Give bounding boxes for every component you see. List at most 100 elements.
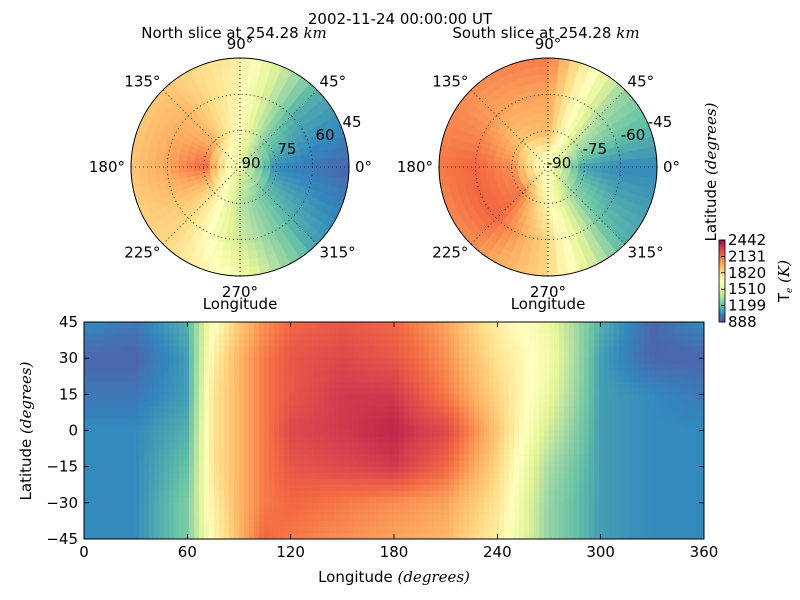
heatmap-cell: [309, 370, 315, 377]
heatmap-cell: [374, 514, 380, 522]
heatmap-cell: [194, 472, 200, 480]
heatmap-cell: [119, 526, 125, 534]
heatmap-cell: [434, 430, 440, 438]
heatmap-cell: [289, 406, 295, 414]
polar-cell: [228, 267, 241, 276]
polar-cell: [508, 162, 518, 168]
heatmap-cell: [329, 436, 335, 444]
heatmap-cell: [394, 514, 400, 522]
heatmap-cell: [359, 502, 365, 510]
heatmap-cell: [289, 514, 295, 522]
heatmap-cell: [324, 340, 330, 347]
polar-cell: [230, 72, 241, 83]
heatmap-cell: [424, 466, 430, 474]
heatmap-cell: [159, 520, 165, 528]
heatmap-cell: [369, 442, 375, 450]
heatmap-cell: [499, 502, 505, 510]
heatmap-cell: [494, 406, 500, 414]
heatmap-cell: [379, 502, 385, 510]
heatmap-cell: [374, 430, 380, 438]
heatmap-cell: [464, 532, 470, 539]
heatmap-cell: [119, 334, 125, 341]
polar-cell: [194, 177, 205, 186]
heatmap-cell: [374, 364, 380, 371]
polar-cell: [228, 58, 241, 67]
polar-cell: [556, 195, 564, 205]
heatmap-cell: [89, 322, 95, 329]
heatmap-cell: [504, 322, 510, 329]
heatmap-cell: [404, 376, 410, 383]
heatmap-cell: [154, 436, 160, 444]
heatmap-cell: [464, 418, 470, 426]
heatmap-cell: [454, 508, 460, 516]
heatmap-cell: [419, 346, 425, 353]
heatmap-cell: [499, 418, 505, 426]
heatmap-cell: [254, 484, 260, 492]
heatmap-cell: [324, 484, 330, 492]
heatmap-cell: [184, 478, 190, 486]
heatmap-cell: [279, 442, 285, 450]
polar-cell: [169, 166, 179, 175]
polar-cell: [530, 242, 541, 253]
heatmap-cell: [344, 520, 350, 528]
heatmap-cell: [114, 526, 120, 534]
heatmap-cell: [339, 502, 345, 510]
heatmap-cell: [319, 406, 325, 414]
heatmap-cell: [479, 424, 485, 432]
polar-cell: [543, 167, 548, 175]
heatmap-cell: [449, 412, 455, 420]
heatmap-cell: [469, 412, 475, 420]
heatmap-cell: [389, 424, 395, 432]
heatmap-cell: [394, 394, 400, 401]
heatmap-cell: [184, 400, 190, 407]
heatmap-cell: [479, 508, 485, 516]
heatmap-cell: [464, 478, 470, 486]
heatmap-cell: [304, 400, 310, 407]
polar-cell: [547, 72, 558, 83]
polar-cell: [298, 178, 310, 188]
heatmap-cell: [354, 508, 360, 516]
heatmap-cell: [419, 490, 425, 498]
heatmap-cell: [304, 466, 310, 474]
heatmap-cell: [189, 490, 195, 498]
polar-cell: [500, 162, 510, 168]
polar-cell: [227, 219, 236, 230]
heatmap-cell: [99, 406, 105, 414]
polar-cell: [548, 158, 552, 167]
heatmap-cell: [389, 478, 395, 486]
heatmap-cell: [364, 370, 370, 377]
heatmap-cell: [399, 322, 405, 329]
heatmap-cell: [309, 442, 315, 450]
heatmap-cell: [439, 370, 445, 377]
polar-cell: [539, 165, 548, 167]
heatmap-cell: [94, 472, 100, 480]
heatmap-cell: [154, 322, 160, 329]
heatmap-cell: [499, 346, 505, 353]
heatmap-cell: [394, 424, 400, 432]
heatmap-cell: [369, 346, 375, 353]
heatmap-cell: [194, 364, 200, 371]
heatmap-cell: [264, 346, 270, 353]
heatmap-cell: [439, 382, 445, 389]
polar-cell: [225, 120, 233, 131]
polar-cell: [548, 161, 556, 167]
heatmap-cell: [214, 442, 220, 450]
heatmap-cell: [284, 358, 290, 365]
heatmap-cell: [184, 448, 190, 456]
heatmap-cell: [299, 496, 305, 504]
heatmap-cell: [329, 358, 335, 365]
heatmap-cell: [334, 520, 340, 528]
heatmap-cell: [479, 358, 485, 365]
heatmap-cell: [509, 424, 515, 432]
heatmap-cell: [509, 430, 515, 438]
heatmap-cell: [404, 436, 410, 444]
polar-cell: [239, 167, 241, 176]
polar-cell: [547, 228, 556, 238]
polar-cell: [600, 171, 611, 180]
heatmap-cell: [259, 394, 265, 401]
heatmap-cell: [169, 532, 175, 539]
heatmap-cell: [344, 478, 350, 486]
heatmap-cell: [229, 532, 235, 539]
heatmap-cell: [334, 514, 340, 522]
